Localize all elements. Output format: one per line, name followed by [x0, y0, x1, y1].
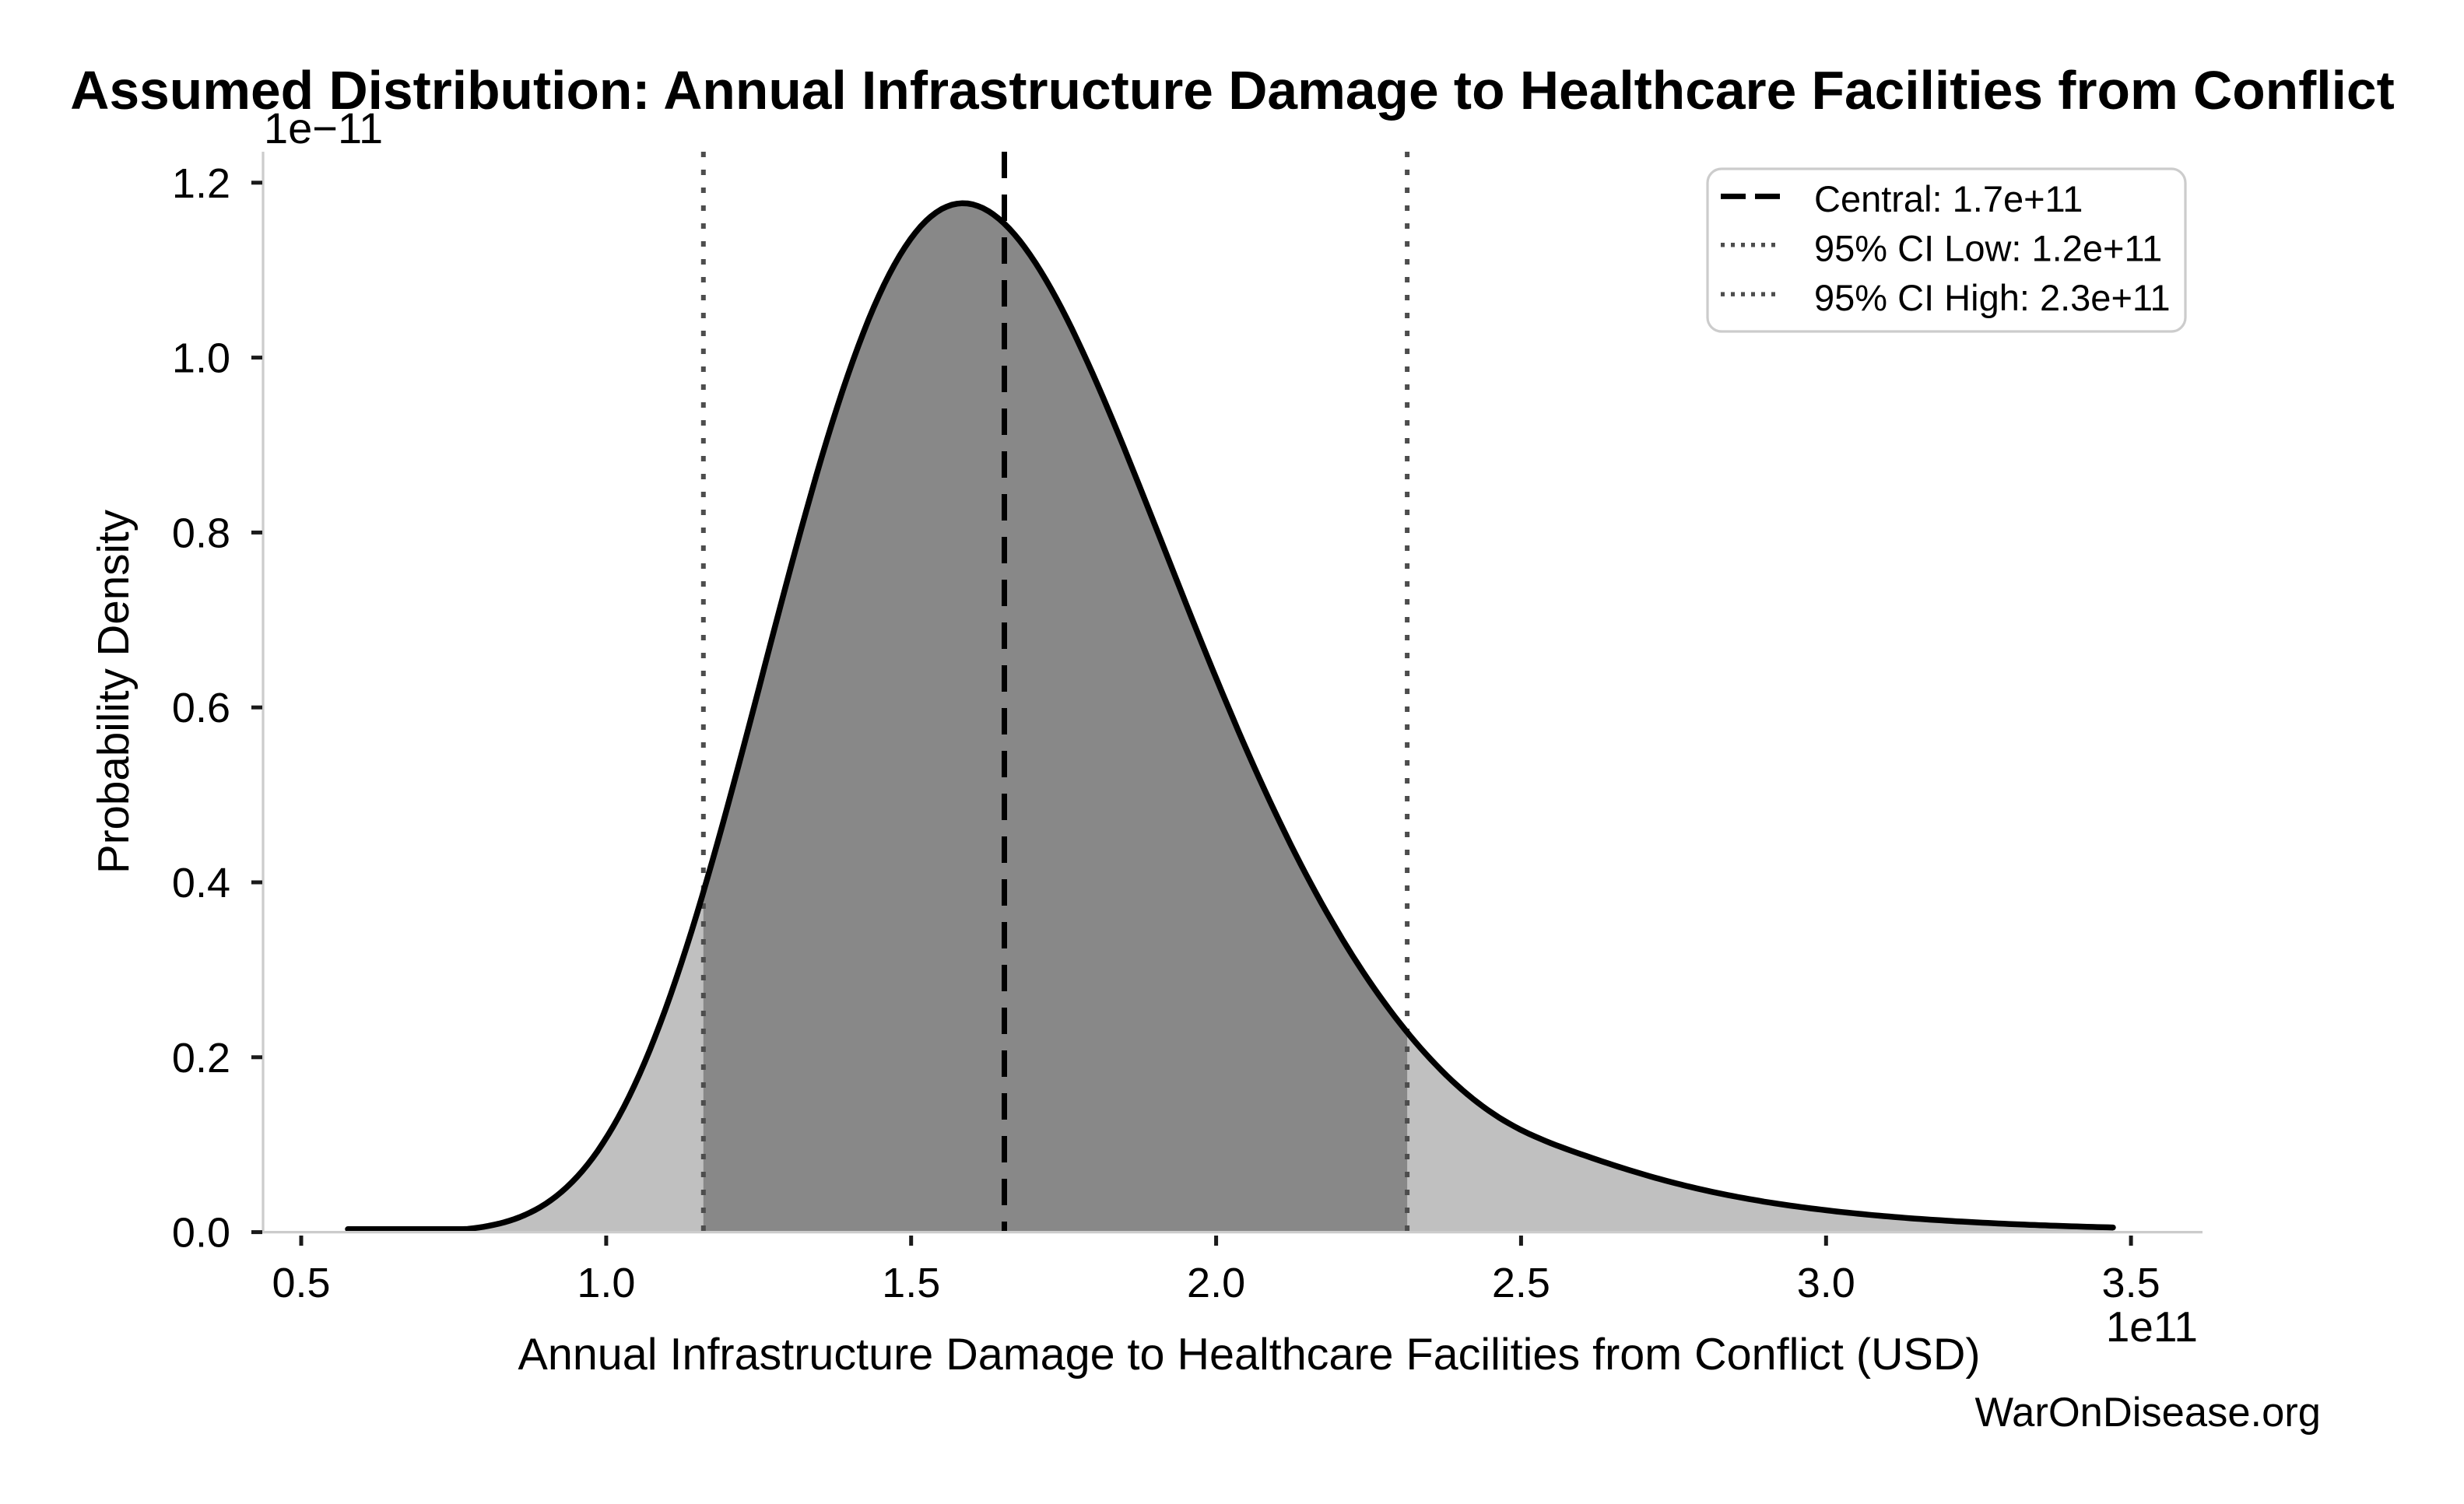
svg-text:3.0: 3.0: [1797, 1260, 1855, 1306]
svg-text:2.0: 2.0: [1187, 1260, 1245, 1306]
svg-text:Annual Infrastructure Damage t: Annual Infrastructure Damage to Healthca…: [518, 1330, 1980, 1380]
svg-text:0.5: 0.5: [272, 1260, 330, 1306]
svg-text:0.0: 0.0: [172, 1210, 230, 1257]
svg-text:0.6: 0.6: [172, 685, 230, 731]
svg-text:1.0: 1.0: [172, 335, 230, 382]
svg-text:1.0: 1.0: [577, 1260, 635, 1306]
svg-text:95% CI High: 2.3e+11: 95% CI High: 2.3e+11: [1814, 277, 2171, 318]
svg-text:Assumed Distribution: Annual I: Assumed Distribution: Annual Infrastruct…: [70, 60, 2394, 121]
svg-text:Central: 1.7e+11: Central: 1.7e+11: [1814, 178, 2083, 219]
svg-text:WarOnDisease.org: WarOnDisease.org: [1975, 1390, 2321, 1436]
svg-text:0.8: 0.8: [172, 510, 230, 556]
svg-text:95% CI Low: 1.2e+11: 95% CI Low: 1.2e+11: [1814, 228, 2162, 269]
svg-text:0.4: 0.4: [172, 860, 230, 906]
svg-text:3.5: 3.5: [2102, 1260, 2160, 1306]
svg-text:1.5: 1.5: [882, 1260, 940, 1306]
svg-text:1.2: 1.2: [172, 160, 230, 207]
svg-text:2.5: 2.5: [1492, 1260, 1550, 1306]
svg-text:1e11: 1e11: [2106, 1302, 2198, 1351]
svg-text:0.2: 0.2: [172, 1035, 230, 1082]
svg-text:Probability Density: Probability Density: [89, 509, 138, 874]
svg-text:1e−11: 1e−11: [264, 103, 383, 153]
